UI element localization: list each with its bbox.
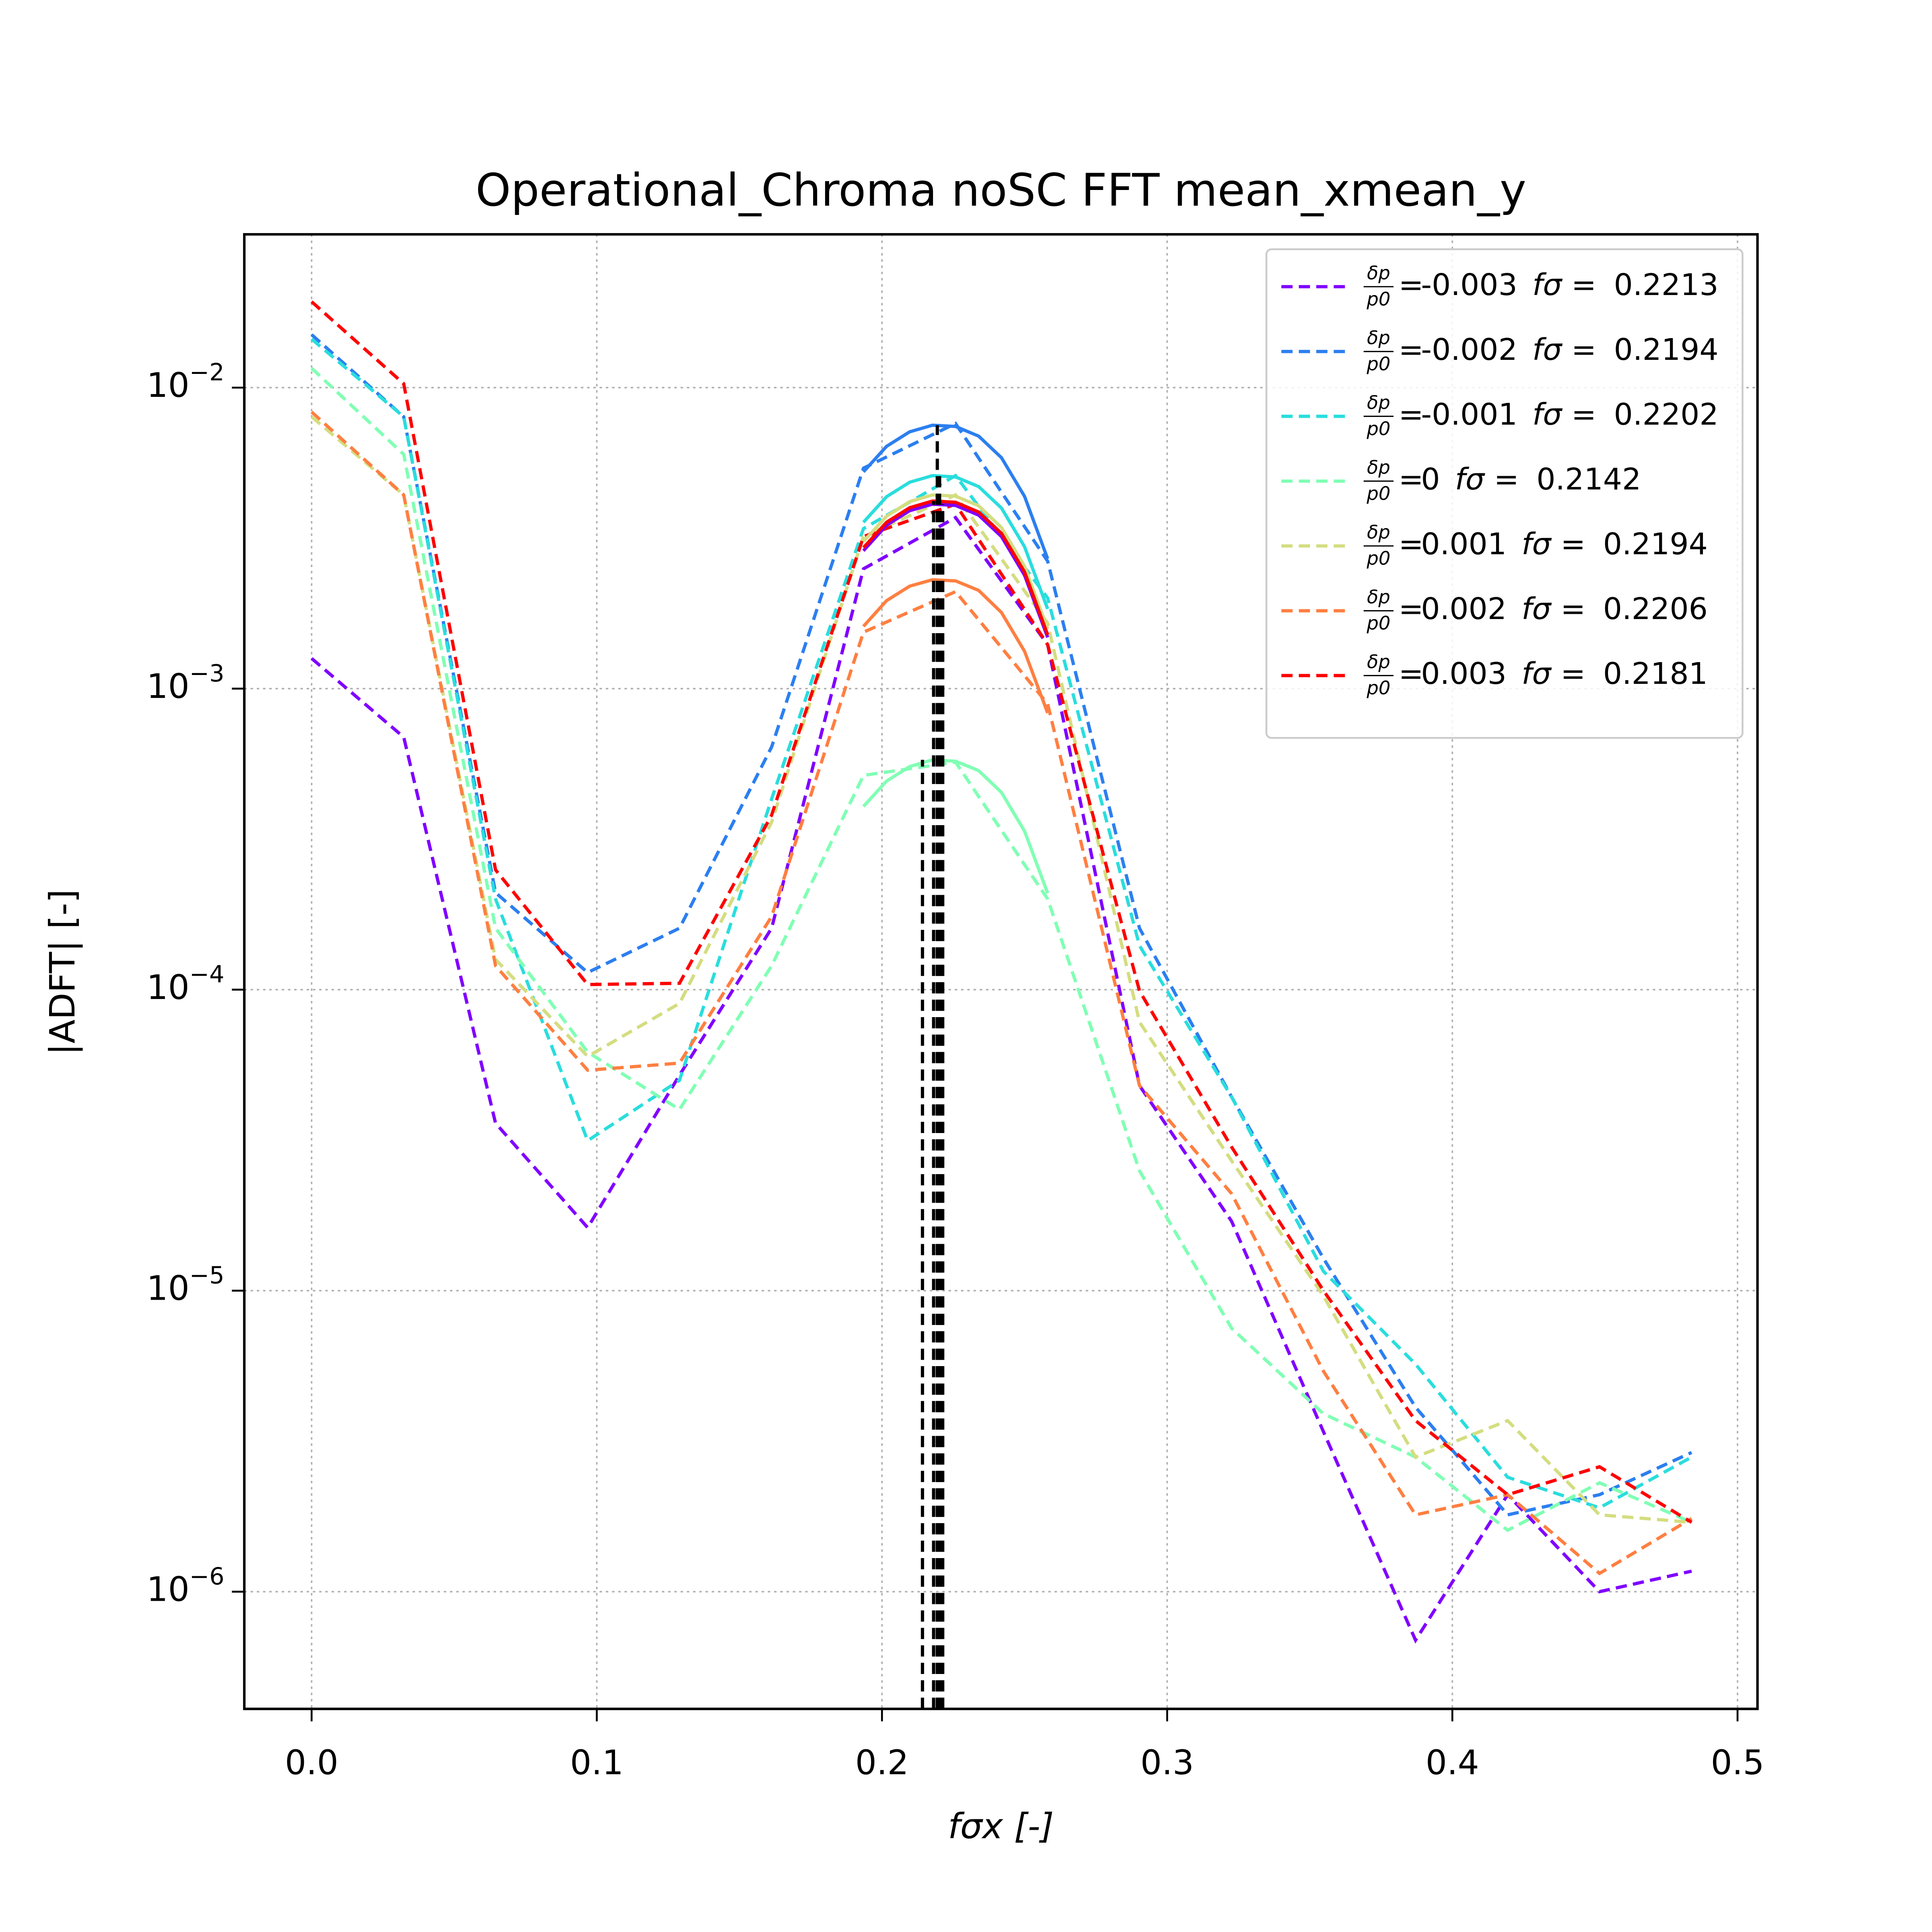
legend-f-label: fσ = (1532, 332, 1596, 367)
legend-f-value: 0.2202 (1614, 397, 1719, 432)
x-tick-label: 0.4 (1426, 1743, 1479, 1782)
x-axis-label: fσx [-] (948, 1806, 1054, 1847)
legend-denominator: p0 (1366, 612, 1391, 634)
y-tick-label: 10−4 (147, 960, 224, 1007)
legend-f-value: 0.2194 (1614, 332, 1719, 367)
legend-numerator: δp (1367, 262, 1390, 284)
fit-curve (862, 578, 1049, 714)
legend-numerator: δp (1367, 586, 1390, 608)
x-tick-label: 0.1 (570, 1743, 623, 1782)
legend-numerator: δp (1367, 392, 1390, 413)
legend-label: -0.003 (1421, 267, 1517, 302)
fit-curve (862, 499, 1049, 636)
legend-equals: = (1399, 332, 1424, 367)
series-line (310, 300, 1693, 1524)
chart-title: Operational_Chroma noSC FFT mean_xmean_y (475, 165, 1526, 217)
x-tick-label: 0.3 (1140, 1743, 1194, 1782)
legend-f-value: 0.2142 (1536, 462, 1641, 497)
legend-equals: = (1399, 526, 1424, 561)
legend-equals: = (1399, 591, 1424, 626)
legend-f-label: fσ = (1521, 656, 1585, 691)
fit-curve (862, 423, 1049, 559)
legend-denominator: p0 (1366, 288, 1391, 310)
legend-f-value: 0.2194 (1603, 526, 1708, 561)
legend-f-value: 0.2206 (1603, 591, 1708, 626)
legend-numerator: δp (1367, 456, 1390, 478)
legend-equals: = (1399, 462, 1424, 497)
fit-curve (862, 474, 1049, 610)
legend-numerator: δp (1367, 651, 1390, 673)
legend-denominator: p0 (1366, 418, 1391, 440)
legend-label: 0.002 (1421, 591, 1507, 626)
fit-curve (862, 502, 1049, 638)
plot-area (310, 300, 1693, 1709)
legend-denominator: p0 (1366, 677, 1391, 699)
legend-denominator: p0 (1366, 353, 1391, 375)
legend-label: 0.003 (1421, 656, 1507, 691)
legend-f-label: fσ = (1455, 462, 1519, 497)
legend-numerator: δp (1367, 327, 1390, 349)
series-line (310, 367, 1693, 1532)
series-line (310, 515, 1692, 1644)
y-tick-label: 10−3 (147, 659, 224, 706)
series-line (310, 411, 1693, 1576)
legend-equals: = (1399, 656, 1424, 691)
series-line (310, 415, 1692, 1524)
legend-f-label: fσ = (1521, 591, 1585, 626)
legend-label: -0.001 (1421, 397, 1517, 432)
legend-f-label: fσ = (1532, 397, 1596, 432)
legend-label: 0.001 (1421, 526, 1507, 561)
legend-f-value: 0.2213 (1614, 267, 1719, 302)
legend-denominator: p0 (1366, 483, 1391, 504)
series-line (310, 333, 1693, 1517)
legend-label: 0 (1421, 462, 1440, 497)
legend-denominator: p0 (1366, 547, 1391, 569)
legend-f-label: fσ = (1532, 267, 1596, 302)
legend-equals: = (1399, 267, 1424, 302)
fit-curve (862, 758, 1049, 894)
legend-equals: = (1399, 397, 1424, 432)
legend-f-label: fσ = (1521, 526, 1585, 561)
y-tick-label: 10−6 (147, 1563, 224, 1609)
legend-label: -0.002 (1421, 332, 1517, 367)
legend-numerator: δp (1367, 521, 1390, 543)
x-tick-label: 0.2 (855, 1743, 909, 1782)
y-tick-label: 10−2 (147, 358, 224, 405)
fit-curve (862, 493, 1049, 630)
x-tick-label: 0.5 (1711, 1743, 1764, 1782)
y-tick-label: 10−5 (147, 1261, 224, 1308)
plot-frame (243, 233, 1759, 1710)
y-axis-label: |ADFT| [-] (43, 889, 83, 1055)
x-tick-label: 0.0 (285, 1743, 339, 1782)
legend-box (1265, 248, 1744, 739)
series-line (310, 338, 1693, 1510)
legend-f-value: 0.2181 (1603, 656, 1708, 691)
